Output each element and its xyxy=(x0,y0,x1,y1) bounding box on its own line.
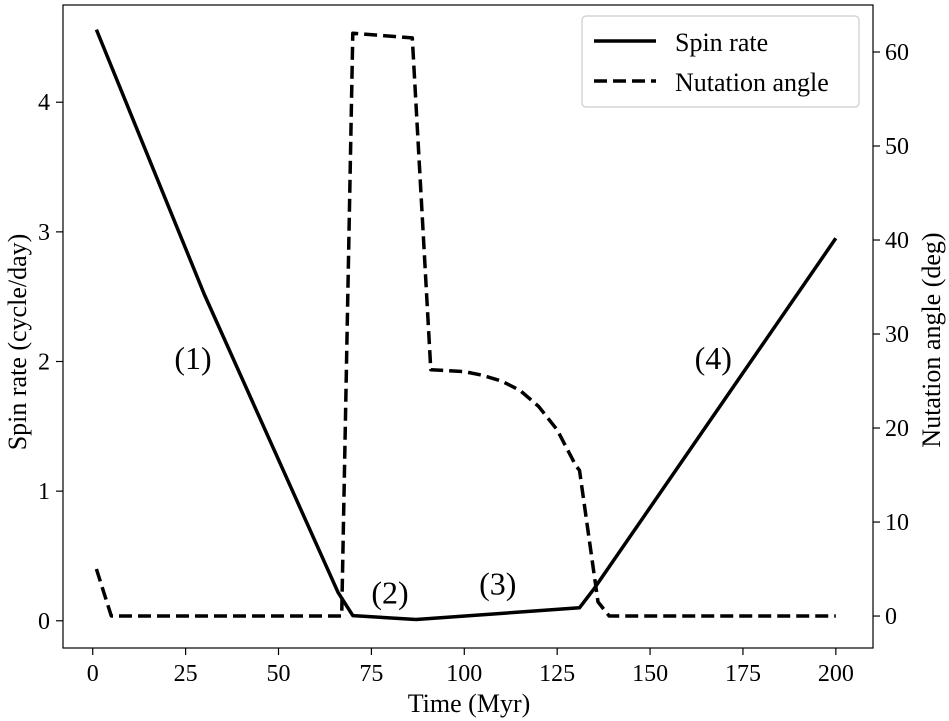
y-tick-label: 4 xyxy=(38,90,50,116)
y-tick-label: 0 xyxy=(38,609,50,635)
annotation-label: (2) xyxy=(371,574,408,610)
annotation-label: (1) xyxy=(174,340,211,376)
left-y-axis-ticks: 0 1 2 3 4 xyxy=(38,90,63,635)
right-y-axis-label: Nutation angle (deg) xyxy=(917,232,946,447)
x-tick-label: 150 xyxy=(632,661,668,687)
plot-marks xyxy=(94,28,838,622)
y2-tick-label: 20 xyxy=(885,416,909,442)
right-y-axis-ticks: 0 10 20 30 40 50 60 xyxy=(873,40,909,630)
x-axis-ticks: 0 25 50 75 100 125 150 175 200 xyxy=(87,648,854,687)
y2-tick-label: 0 xyxy=(885,604,897,630)
x-tick-label: 200 xyxy=(818,661,854,687)
y2-tick-label: 60 xyxy=(885,40,909,66)
x-axis-label: Time (Myr) xyxy=(408,689,531,718)
legend-box xyxy=(581,15,860,108)
left-y-axis-label: Spin rate (cycle/day) xyxy=(3,234,32,451)
x-tick-label: 100 xyxy=(446,661,482,687)
annotation-label: (4) xyxy=(695,340,732,376)
y2-tick-label: 30 xyxy=(885,322,909,348)
legend: Spin rate Nutation angle xyxy=(581,15,860,108)
series-line-spin-rate xyxy=(94,28,838,622)
y2-tick-label: 40 xyxy=(885,228,909,254)
x-tick-label: 175 xyxy=(725,661,761,687)
x-tick-label: 0 xyxy=(87,661,99,687)
annotation-label: (3) xyxy=(479,565,516,601)
x-tick-label: 25 xyxy=(174,661,198,687)
y-tick-label: 2 xyxy=(38,350,50,376)
legend-label-spin-rate: Spin rate xyxy=(675,28,768,57)
plot-frame xyxy=(62,4,874,649)
x-tick-label: 75 xyxy=(359,661,383,687)
x-tick-label: 125 xyxy=(539,661,575,687)
x-tick-label: 50 xyxy=(267,661,291,687)
legend-label-nutation-angle: Nutation angle xyxy=(675,68,829,97)
y2-tick-label: 50 xyxy=(885,134,909,160)
y-tick-label: 1 xyxy=(38,479,50,505)
y-tick-label: 3 xyxy=(38,220,50,246)
series-line-nutation-angle xyxy=(94,31,836,618)
region-annotations: (1) (2) (3) (4) xyxy=(174,340,731,611)
y2-tick-label: 10 xyxy=(885,510,909,536)
